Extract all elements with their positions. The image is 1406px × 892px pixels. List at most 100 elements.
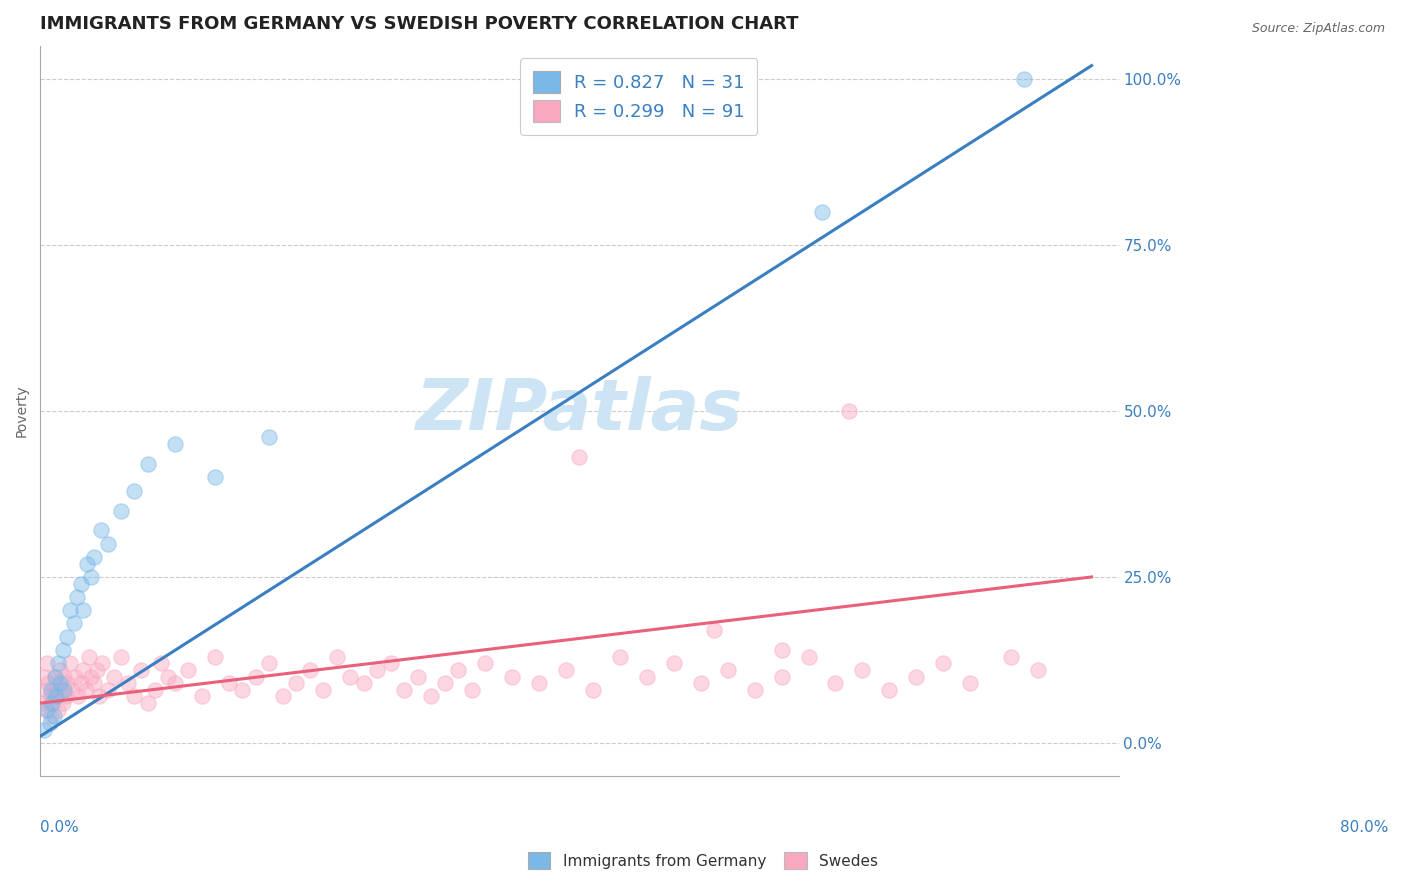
Point	[1012, 71, 1035, 86]
Point	[744, 682, 766, 697]
Point	[46, 703, 69, 717]
Point	[433, 676, 456, 690]
Point	[905, 669, 928, 683]
Point	[460, 682, 482, 697]
Point	[59, 603, 82, 617]
Point	[339, 669, 361, 683]
Point	[824, 676, 846, 690]
Point	[48, 676, 70, 690]
Point	[42, 682, 65, 697]
Point	[31, 696, 53, 710]
Point	[501, 669, 523, 683]
Point	[83, 676, 105, 690]
Point	[129, 663, 152, 677]
Point	[76, 557, 98, 571]
Point	[96, 682, 118, 697]
Point	[53, 682, 76, 697]
Text: Source: ZipAtlas.com: Source: ZipAtlas.com	[1251, 22, 1385, 36]
Point	[72, 663, 94, 677]
Point	[218, 676, 240, 690]
Point	[89, 690, 111, 704]
Point	[959, 676, 981, 690]
Point	[136, 457, 159, 471]
Point	[83, 549, 105, 564]
Point	[45, 690, 67, 704]
Point	[366, 663, 388, 677]
Point	[75, 682, 97, 697]
Point	[91, 657, 114, 671]
Legend: Immigrants from Germany, Swedes: Immigrants from Germany, Swedes	[522, 846, 884, 875]
Point	[204, 470, 226, 484]
Point	[474, 657, 496, 671]
Point	[45, 690, 67, 704]
Point	[124, 483, 146, 498]
Point	[157, 669, 180, 683]
Point	[325, 649, 347, 664]
Point	[285, 676, 308, 690]
Text: 80.0%: 80.0%	[1340, 820, 1388, 835]
Point	[41, 696, 63, 710]
Point	[53, 669, 76, 683]
Point	[52, 643, 75, 657]
Point	[35, 703, 58, 717]
Point	[851, 663, 873, 677]
Point	[245, 669, 267, 683]
Point	[110, 503, 132, 517]
Point	[163, 676, 186, 690]
Point	[717, 663, 740, 677]
Y-axis label: Poverty: Poverty	[15, 384, 30, 437]
Text: 0.0%: 0.0%	[41, 820, 79, 835]
Point	[72, 603, 94, 617]
Point	[117, 676, 139, 690]
Point	[271, 690, 294, 704]
Point	[392, 682, 415, 697]
Point	[56, 630, 79, 644]
Point	[406, 669, 429, 683]
Point	[34, 682, 56, 697]
Point	[52, 696, 75, 710]
Point	[770, 669, 793, 683]
Legend: R = 0.827   N = 31, R = 0.299   N = 91: R = 0.827 N = 31, R = 0.299 N = 91	[520, 58, 758, 135]
Point	[609, 649, 631, 664]
Point	[554, 663, 576, 677]
Point	[56, 676, 79, 690]
Point	[582, 682, 605, 697]
Point	[55, 690, 77, 704]
Point	[35, 657, 58, 671]
Point	[811, 204, 834, 219]
Point	[63, 669, 86, 683]
Point	[38, 716, 60, 731]
Point	[62, 616, 84, 631]
Point	[80, 669, 103, 683]
Point	[136, 696, 159, 710]
Text: IMMIGRANTS FROM GERMANY VS SWEDISH POVERTY CORRELATION CHART: IMMIGRANTS FROM GERMANY VS SWEDISH POVER…	[41, 15, 799, 33]
Point	[96, 537, 118, 551]
Point	[65, 590, 87, 604]
Point	[51, 682, 73, 697]
Point	[90, 524, 112, 538]
Point	[636, 669, 658, 683]
Point	[298, 663, 321, 677]
Point	[259, 430, 281, 444]
Point	[110, 649, 132, 664]
Point	[259, 657, 281, 671]
Point	[420, 690, 443, 704]
Point	[77, 649, 100, 664]
Point	[103, 669, 125, 683]
Point	[44, 669, 66, 683]
Point	[770, 643, 793, 657]
Point	[703, 623, 725, 637]
Point	[46, 657, 69, 671]
Point	[1026, 663, 1049, 677]
Point	[66, 690, 89, 704]
Point	[568, 450, 591, 465]
Text: ZIPatlas: ZIPatlas	[416, 376, 742, 445]
Point	[39, 682, 62, 697]
Point	[838, 404, 860, 418]
Point	[59, 657, 82, 671]
Point	[150, 657, 173, 671]
Point	[41, 696, 63, 710]
Point	[69, 676, 91, 690]
Point	[44, 669, 66, 683]
Point	[797, 649, 820, 664]
